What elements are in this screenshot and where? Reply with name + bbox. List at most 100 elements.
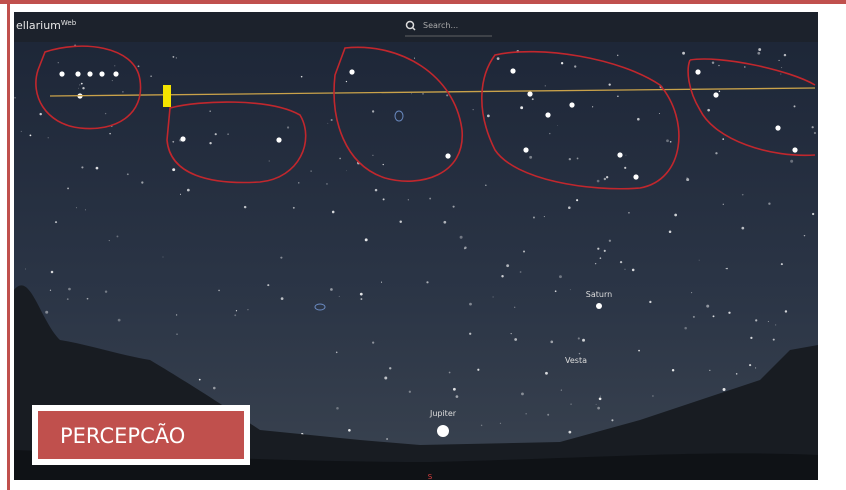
left-border [7, 4, 10, 490]
star [118, 319, 121, 322]
star [773, 339, 775, 341]
star [399, 220, 401, 222]
star [597, 248, 599, 250]
star [414, 58, 415, 59]
star [172, 168, 175, 171]
star [707, 109, 710, 112]
star [58, 62, 59, 63]
star [609, 240, 611, 242]
star [600, 257, 602, 259]
star [386, 438, 388, 440]
star [533, 216, 535, 218]
app-name-text: ellarium [16, 19, 61, 32]
star [280, 257, 282, 259]
star [176, 333, 177, 334]
star [715, 152, 717, 154]
star [804, 235, 805, 236]
star [652, 396, 653, 397]
star [713, 315, 715, 317]
search-box[interactable]: Search... [423, 21, 458, 30]
star [684, 327, 687, 330]
star [514, 338, 517, 341]
star [330, 288, 333, 291]
star [408, 199, 409, 200]
star [497, 57, 500, 60]
star [336, 407, 339, 410]
star [521, 392, 524, 395]
star [545, 85, 546, 86]
star [666, 139, 669, 142]
star [768, 203, 770, 205]
star [514, 307, 515, 308]
star [649, 301, 651, 303]
star [477, 369, 479, 371]
star [39, 113, 41, 115]
star [550, 341, 553, 344]
star [301, 76, 303, 78]
star [116, 235, 118, 237]
star [487, 114, 490, 117]
star [172, 56, 174, 58]
star [606, 176, 608, 178]
star [555, 290, 557, 292]
star [443, 221, 446, 224]
star [349, 69, 354, 74]
star [501, 275, 503, 277]
star [609, 83, 611, 85]
star [298, 182, 299, 183]
star [597, 180, 600, 183]
star [611, 419, 613, 421]
star [659, 113, 660, 114]
star [25, 269, 26, 270]
star [293, 207, 295, 209]
star [695, 69, 700, 74]
star [592, 106, 593, 107]
star [339, 158, 341, 160]
star [269, 160, 270, 161]
star [109, 133, 111, 135]
star [339, 296, 340, 297]
star [75, 71, 80, 76]
star [706, 305, 709, 308]
star [336, 352, 338, 354]
marker [163, 85, 171, 107]
star [741, 227, 744, 230]
star [792, 147, 797, 152]
star [784, 54, 786, 56]
star [331, 119, 333, 121]
star [30, 134, 32, 136]
star [469, 333, 471, 335]
star [506, 264, 509, 267]
screenshot: ellariumWeb Search... Saturn Vesta Jupit… [0, 0, 846, 490]
star [718, 65, 719, 66]
star [638, 350, 640, 352]
star [281, 297, 284, 300]
star [742, 194, 744, 196]
star [348, 429, 351, 432]
star [59, 71, 64, 76]
star [456, 395, 459, 398]
star [693, 316, 695, 318]
star [244, 206, 246, 208]
star [757, 52, 760, 55]
star [67, 298, 69, 300]
star [105, 290, 107, 292]
star [85, 209, 86, 210]
star [112, 80, 113, 81]
star [473, 109, 474, 110]
star [674, 214, 677, 217]
star [327, 123, 328, 124]
star [99, 71, 104, 76]
star [794, 105, 796, 107]
star [127, 173, 129, 175]
star [365, 238, 368, 241]
star [389, 367, 391, 369]
star [485, 184, 487, 186]
star [596, 404, 597, 405]
star [96, 167, 99, 170]
star [187, 189, 190, 192]
star [529, 156, 532, 159]
star [578, 337, 580, 339]
star [87, 298, 89, 300]
star [310, 170, 312, 172]
